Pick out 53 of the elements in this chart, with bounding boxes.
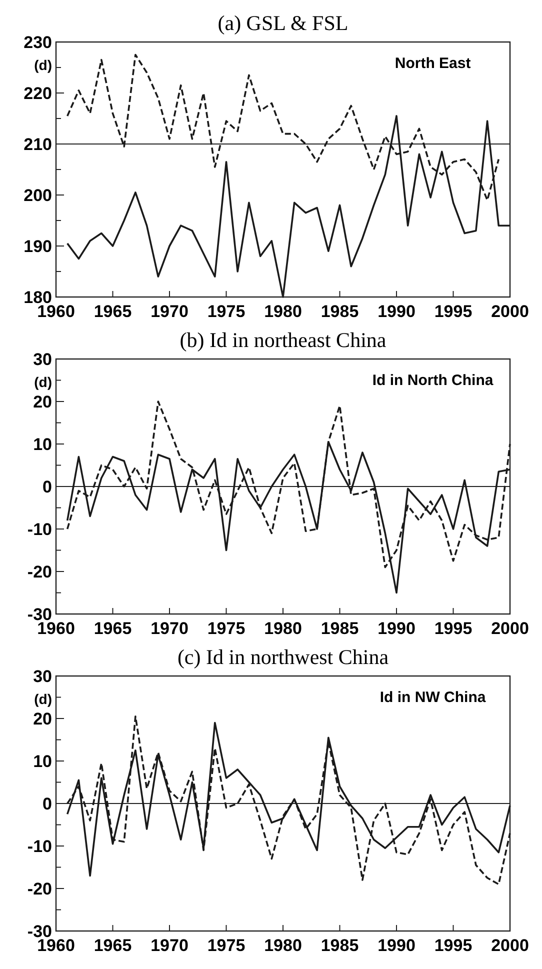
x-tick-label: 2000 (491, 302, 529, 321)
x-tick-label: 1970 (150, 619, 188, 638)
y-tick-label: 220 (24, 84, 52, 104)
x-tick-label: 1975 (207, 302, 246, 321)
x-tick-label: 1970 (150, 302, 188, 321)
x-tick-label: 1965 (94, 936, 132, 955)
x-tick-label: 2000 (491, 936, 529, 955)
y-tick-label: 10 (33, 752, 52, 772)
x-tick-label: 1980 (264, 302, 302, 321)
x-tick-label: 1990 (378, 619, 416, 638)
x-tick-label: 1975 (207, 619, 246, 638)
y-tick-label: 20 (33, 710, 52, 729)
annotation: North East (394, 55, 471, 72)
annotation: Id in NW China (380, 689, 486, 706)
y-axis-title: (d) (34, 690, 52, 707)
chart-title: (c) Id in northwest China (177, 645, 390, 669)
y-tick-label: -20 (27, 562, 52, 582)
y-tick-label: 200 (24, 186, 52, 206)
chart-title: (b) Id in northeast China (180, 328, 387, 352)
y-tick-label: 30 (33, 350, 52, 370)
x-tick-label: 1990 (378, 302, 416, 321)
x-tick-label: 1970 (150, 936, 188, 955)
x-tick-label: 1975 (207, 936, 246, 955)
y-tick-label: 30 (33, 667, 52, 686)
chart-title: (a) GSL & FSL (218, 11, 348, 35)
x-tick-label: 2000 (491, 619, 529, 638)
x-tick-label: 1990 (378, 936, 416, 955)
y-tick-label: 10 (33, 435, 52, 454)
x-tick-label: 1965 (94, 302, 132, 321)
y-tick-label: 190 (24, 237, 52, 256)
x-tick-label: 1985 (320, 302, 359, 321)
y-tick-label: 0 (42, 794, 52, 814)
x-tick-label: 1960 (37, 302, 75, 321)
y-tick-label: -20 (27, 880, 52, 899)
x-tick-label: 1995 (434, 619, 472, 638)
x-tick-label: 1985 (320, 936, 359, 955)
x-tick-label: 1985 (320, 619, 359, 638)
x-tick-label: 1980 (264, 936, 302, 955)
y-axis-title: (d) (34, 56, 52, 73)
annotation: Id in North China (372, 372, 494, 389)
x-tick-label: 1995 (434, 302, 472, 321)
y-tick-label: -10 (27, 837, 52, 856)
x-tick-label: 1995 (434, 936, 472, 955)
y-axis-title: (d) (34, 374, 52, 390)
y-tick-label: -10 (27, 520, 52, 540)
x-tick-label: 1960 (37, 936, 75, 955)
y-tick-label: 230 (24, 33, 52, 52)
x-tick-label: 1980 (264, 619, 302, 638)
y-tick-label: 210 (24, 135, 52, 154)
y-tick-label: 0 (42, 478, 52, 497)
x-tick-label: 1965 (94, 619, 132, 638)
x-tick-label: 1960 (37, 619, 75, 638)
y-tick-label: 20 (33, 392, 52, 412)
